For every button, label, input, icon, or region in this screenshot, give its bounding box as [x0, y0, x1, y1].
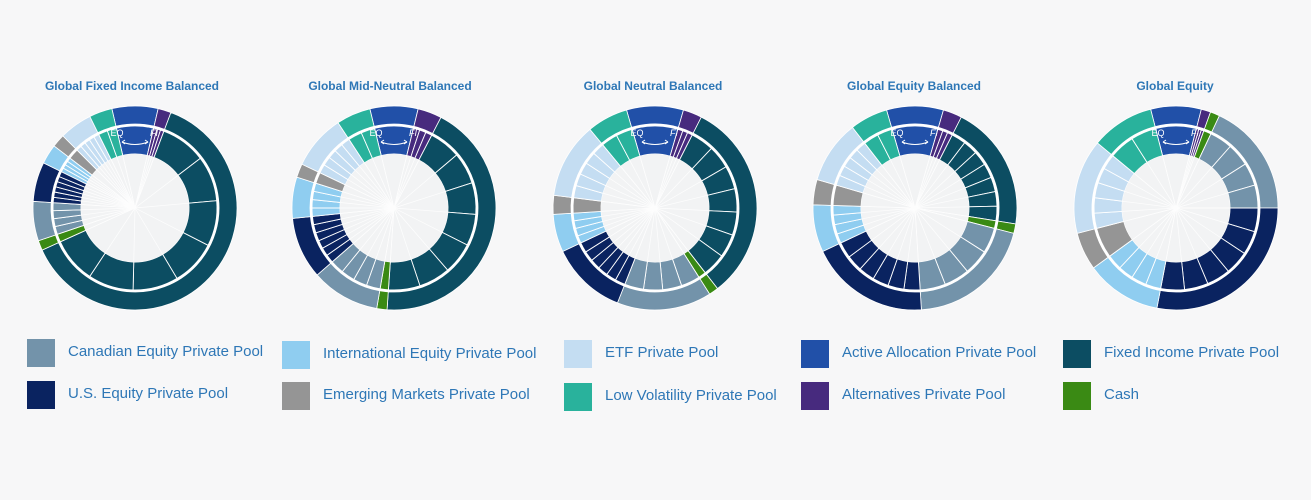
center-rays [340, 155, 448, 262]
fi-label: FI [670, 128, 678, 138]
chart-title-3: Global Neutral Balanced [583, 79, 723, 93]
legend-swatch [282, 382, 310, 410]
legend-swatch [27, 381, 55, 409]
fi-label: FI [930, 128, 938, 138]
legend-swatch [801, 340, 829, 368]
eq-label: EQ [630, 128, 643, 138]
donut-chart-2: EQ FI [291, 105, 497, 311]
eq-label: EQ [890, 128, 903, 138]
eq-label: EQ [1151, 128, 1164, 138]
eq-fi-arrow [1162, 141, 1190, 145]
legend-label: Cash [1104, 386, 1140, 403]
legend-label: Active Allocation Private Pool [842, 344, 1037, 361]
fi-label: FI [150, 128, 158, 138]
legend-swatch [1063, 340, 1091, 368]
eq-fi-arrow [901, 141, 929, 145]
chart-title-1: Global Fixed Income Balanced [44, 79, 220, 93]
legend-swatch [801, 382, 829, 410]
donut-chart-1: EQ FI [32, 105, 238, 311]
legend-label: Fixed Income Private Pool [1104, 344, 1280, 361]
eq-label: EQ [110, 128, 123, 138]
donut-chart-4: EQ FI [812, 105, 1018, 311]
center-rays [861, 156, 969, 262]
outer-slice-lowvol [89, 108, 117, 134]
legend-label: Emerging Markets Private Pool [323, 386, 530, 403]
arrow-heads [641, 139, 669, 145]
outer-slice-aa [111, 105, 159, 127]
center-rays [601, 156, 709, 262]
legend-label: ETF Private Pool [605, 344, 719, 361]
fi-label: FI [409, 128, 417, 138]
charts-row: Global Fixed Income Balanced Global Mid-… [32, 79, 1279, 311]
eq-fi-arrow [641, 141, 669, 145]
eq-label: EQ [369, 128, 382, 138]
chart-title-2: Global Mid-Neutral Balanced [308, 79, 472, 93]
donut-chart-5: EQ FI [1073, 105, 1279, 311]
outer-slice-lowvol [589, 109, 633, 144]
arrow-heads [121, 139, 149, 145]
chart-title-5: Global Equity [1136, 79, 1214, 93]
legend-label: U.S. Equity Private Pool [68, 385, 229, 402]
outer-slice-aa [1150, 105, 1202, 128]
outer-slice-em [552, 194, 573, 215]
legend-swatch [564, 383, 592, 411]
donut-chart-3: EQ FI [552, 105, 758, 311]
legend-swatch [27, 339, 55, 367]
outer-slice-fi [41, 112, 238, 311]
legend-label: Alternatives Private Pool [842, 386, 1006, 403]
arrow-heads [901, 139, 929, 145]
outer-slice-lowvol [337, 108, 375, 139]
fi-label: FI [1191, 128, 1199, 138]
outer-slice-aa [626, 105, 684, 128]
chart-title-4: Global Equity Balanced [846, 79, 982, 93]
outer-slice-aa [369, 105, 419, 127]
legend-label: International Equity Private Pool [323, 345, 537, 362]
eq-fi-arrow [380, 141, 408, 145]
arrow-heads [1162, 139, 1190, 145]
legend-swatch [564, 340, 592, 368]
legend-swatch [1063, 382, 1091, 410]
outer-slice-lowvol [1096, 108, 1156, 156]
outer-slice-lowvol [851, 109, 893, 143]
center-rays [1122, 155, 1230, 262]
eq-fi-arrow [121, 141, 149, 145]
legend-label: Canadian Equity Private Pool [68, 343, 264, 360]
arrow-heads [380, 139, 408, 145]
legend-label: Low Volatility Private Pool [605, 387, 777, 404]
legend-swatch [282, 341, 310, 369]
outer-slice-aa [886, 105, 944, 128]
center-rays [81, 155, 189, 262]
